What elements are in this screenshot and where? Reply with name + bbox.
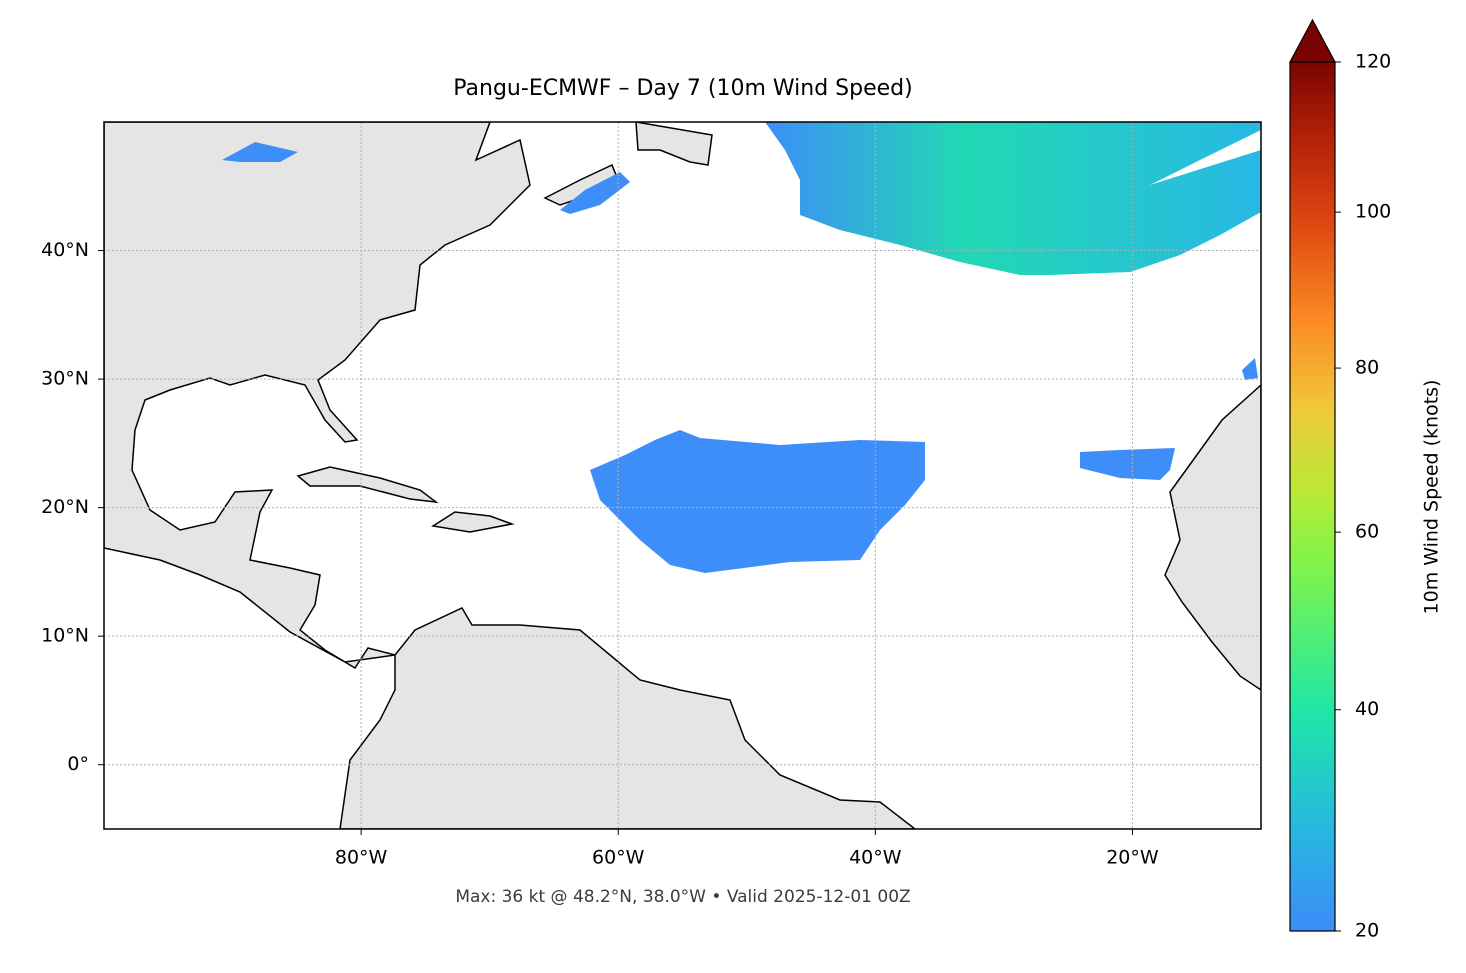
colorbar-tick-label: 120 [1355,51,1391,73]
cuba [296,466,439,504]
wind-region-lakes [222,142,298,162]
wind-region-north [765,122,1261,275]
colorbar-tick-label: 40 [1355,698,1379,720]
map-area [104,122,1261,829]
colorbar-extend [1288,18,1337,63]
colorbar-tick-label: 60 [1355,521,1379,543]
colorbar-tick-label: 100 [1355,201,1391,223]
colorbar-label: 10m Wind Speed (knots) [1421,380,1443,615]
y-tick-label: 10°N [41,625,89,647]
y-tick-label: 20°N [41,496,89,518]
wind-region-small [1242,358,1258,380]
x-tick-label: 40°W [849,847,902,869]
wind-region-gulf [560,172,630,214]
y-tick-label: 40°N [41,239,89,261]
labrador [635,122,713,166]
map-frame [103,121,1262,830]
africa [1164,383,1261,691]
x-tick-label: 20°W [1106,847,1159,869]
map-footer: Max: 36 kt @ 48.2°N, 38.0°W • Valid 2025… [455,887,910,907]
north-america [104,122,531,670]
south-america [339,607,917,829]
wind-region-central [590,430,925,573]
map-title: Pangu-ECMWF – Day 7 (10m Wind Speed) [453,76,912,101]
x-tick-label: 80°W [335,847,388,869]
colorbar-tick-label: 20 [1355,920,1379,942]
wind-region-east [1080,448,1175,480]
colorbar-tick-label: 80 [1355,357,1379,379]
y-tick-label: 0° [67,753,89,775]
grid-layer [104,122,1261,829]
x-tick-label: 60°W [592,847,645,869]
hispaniola [430,511,515,533]
y-tick-label: 30°N [41,368,89,390]
colorbar [1289,61,1336,932]
